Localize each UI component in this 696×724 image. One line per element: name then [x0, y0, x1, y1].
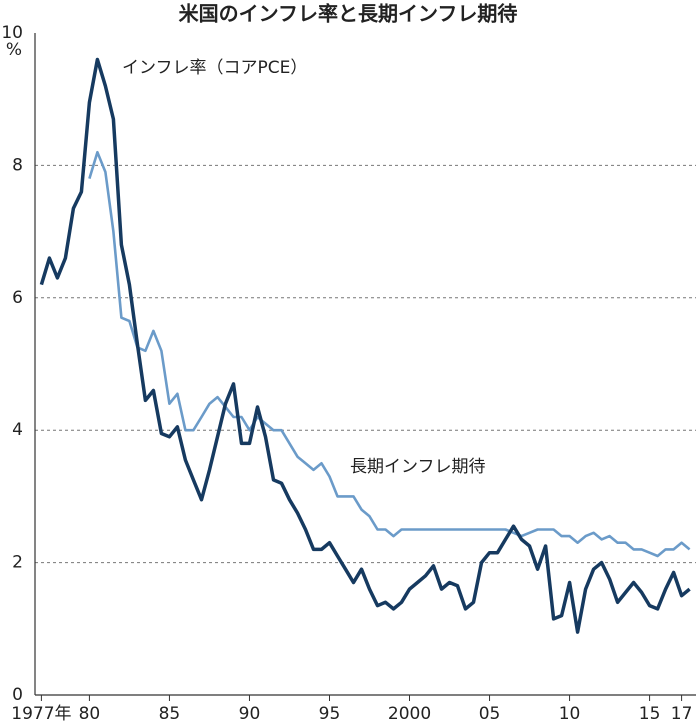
series-label: インフレ率（コアPCE） — [122, 58, 307, 78]
x-tick-label: 85 — [159, 704, 181, 724]
x-tick-label: 2000 — [388, 704, 431, 724]
x-tick-label: 80 — [79, 704, 101, 724]
chart-title: 米国のインフレ率と長期インフレ期待 — [179, 2, 518, 26]
x-tick-label: 90 — [239, 704, 261, 724]
y-unit: % — [6, 40, 22, 60]
series-line — [39, 57, 691, 634]
x-tick-label: 95 — [319, 704, 341, 724]
x-tick-label: 1977年 — [11, 704, 71, 724]
y-tick-label: 0 — [12, 685, 23, 705]
y-tick-label: 2 — [12, 553, 23, 573]
y-tick-label: 4 — [12, 420, 23, 440]
series-label: 長期インフレ期待 — [350, 457, 486, 477]
y-tick-label: 10 — [1, 23, 23, 43]
y-tick-label: 6 — [12, 288, 23, 308]
x-tick-label: 15 — [639, 704, 661, 724]
x-tick-label: 17 — [671, 704, 693, 724]
series-line — [88, 150, 691, 558]
x-tick-label: 05 — [479, 704, 501, 724]
y-tick-label: 8 — [12, 155, 23, 175]
x-tick-label: 10 — [559, 704, 581, 724]
